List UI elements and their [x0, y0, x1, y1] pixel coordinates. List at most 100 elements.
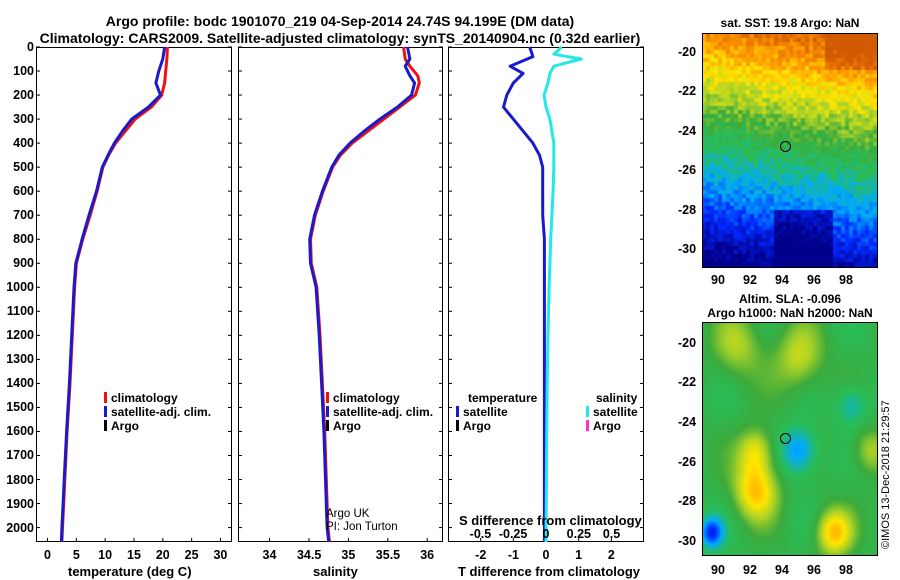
- salinity-legend: climatology satellite-adj. clim. Argo: [326, 391, 433, 433]
- lat-tick-label: -28: [678, 202, 697, 217]
- argo-uk-note: Argo UK: [326, 508, 370, 520]
- series-line-temperature-satellite: [502, 46, 546, 542]
- x2-tick-label: 0.5: [602, 527, 621, 541]
- y-tick-label: 1300: [6, 352, 34, 367]
- legend-title: salinity: [596, 391, 638, 405]
- lat-tick-label: -20: [678, 335, 697, 350]
- salinity-axis-title: salinity: [313, 564, 358, 579]
- lat-tick-label: -24: [678, 123, 697, 138]
- x-tick-label: -2: [475, 548, 487, 562]
- x2-tick-label: -0.25: [498, 527, 528, 541]
- x2-tick-label: -0.5: [469, 527, 492, 541]
- argo-position-marker: [780, 141, 792, 153]
- legend-item-argo: Argo: [326, 419, 433, 433]
- difference-legend-temperature: temperature satellite Argo: [456, 391, 537, 433]
- y-tick-label: 500: [13, 160, 34, 175]
- map-heatmap: [703, 34, 877, 267]
- lat-tick-label: -22: [678, 84, 697, 99]
- pi-note: PI: Jon Turton: [326, 521, 398, 533]
- y-tick-label: 700: [13, 208, 34, 223]
- lon-tick-label: 92: [743, 273, 757, 287]
- legend-swatch: [326, 392, 329, 403]
- y-tick-label: 1500: [6, 400, 34, 415]
- y-tick-label: 1900: [6, 496, 34, 511]
- legend-swatch: [104, 392, 107, 403]
- legend-item-argo: Argo: [586, 419, 638, 433]
- x-tick-label: 15: [127, 548, 141, 562]
- y-tick-label: 900: [13, 256, 34, 271]
- x-tick-label: 34: [262, 548, 277, 562]
- lat-tick-label: -22: [678, 375, 697, 390]
- x2-tick-label: 0.25: [566, 527, 591, 541]
- y-tick-label: 300: [13, 112, 34, 127]
- series-line-satellite-adj-clim-: [308, 46, 417, 543]
- legend-swatch: [326, 406, 329, 417]
- imos-watermark: ©IMOS 13-Dec-2018 21:29:57: [880, 400, 892, 549]
- plot-title-line1: Argo profile: bodc 1901070_219 04-Sep-20…: [105, 13, 575, 29]
- series-line-climatology: [309, 46, 421, 543]
- legend-swatch: [104, 420, 107, 431]
- temperature-legend: climatology satellite-adj. clim. Argo: [104, 391, 211, 433]
- legend-swatch: [456, 420, 459, 431]
- x-tick-label: 20: [155, 548, 170, 562]
- lon-tick-label: 90: [711, 563, 725, 577]
- y-tick-label: 1000: [6, 280, 34, 295]
- x-tick-label: 36: [420, 548, 435, 562]
- y-tick-label: 1700: [6, 448, 34, 463]
- x-tick-label: 25: [184, 548, 199, 562]
- y-tick-label: 100: [13, 64, 34, 79]
- sla-map-title-2: Argo h1000: NaN h2000: NaN: [707, 306, 873, 320]
- series-line-climatology: [60, 46, 169, 543]
- plot-title-line2: Climatology: CARS2009. Satellite-adjuste…: [39, 30, 641, 46]
- y-tick-label: 0: [27, 40, 34, 54]
- legend-item-argo: Argo: [104, 419, 211, 433]
- x-tick-label: 5: [72, 548, 80, 562]
- y-tick-label: 1400: [6, 376, 34, 391]
- y-tick-label: 1200: [6, 328, 34, 343]
- series-line-salinity-satellite: [542, 45, 583, 543]
- x-tick-label: 0: [44, 548, 51, 562]
- legend-item-satellite: satellite-adj. clim.: [104, 405, 211, 419]
- sla-map-title-1: Altim. SLA: -0.096: [738, 292, 842, 306]
- x-tick-label: 10: [98, 548, 113, 562]
- legend-swatch: [586, 406, 589, 417]
- x-tick-label: 2: [607, 548, 615, 562]
- lon-tick-label: 98: [839, 563, 853, 577]
- y-tick-label: 800: [13, 232, 34, 247]
- x-tick-label: 35.5: [375, 548, 401, 562]
- s-difference-axis-title: S difference from climatology: [459, 513, 642, 528]
- lon-tick-label: 94: [775, 273, 789, 287]
- sst-map-title: sat. SST: 19.8 Argo: NaN: [720, 16, 860, 30]
- legend-item-satellite: satellite-adj. clim.: [326, 405, 433, 419]
- lat-tick-label: -26: [678, 163, 697, 178]
- x-tick-label: 35: [341, 548, 356, 562]
- legend-swatch: [326, 420, 329, 431]
- y-tick-label: 2000: [6, 520, 34, 535]
- legend-swatch: [586, 420, 589, 431]
- lat-tick-label: -26: [678, 454, 697, 469]
- lat-tick-label: -28: [678, 494, 697, 509]
- legend-swatch: [104, 406, 107, 417]
- x-tick-label: 1: [575, 548, 583, 562]
- x-tick-label: 34.5: [296, 548, 322, 562]
- legend-item-satellite: satellite: [456, 405, 537, 419]
- lat-tick-label: -20: [678, 44, 697, 59]
- y-tick-label: 200: [13, 88, 34, 103]
- legend-title: temperature: [468, 391, 538, 405]
- x2-tick-label: 0: [542, 527, 550, 541]
- x-tick-label: -1: [507, 548, 519, 562]
- y-tick-label: 1100: [6, 304, 34, 319]
- y-tick-label: 1600: [6, 424, 34, 439]
- sla-map: [702, 322, 878, 556]
- y-tick-label: 400: [13, 136, 34, 151]
- series-line-satellite-adj-clim-: [59, 46, 167, 543]
- argo-position-marker: [780, 432, 792, 444]
- legend-swatch: [456, 406, 459, 417]
- lon-tick-label: 96: [807, 273, 821, 287]
- legend-item-climatology: climatology: [326, 391, 433, 405]
- lat-tick-label: -30: [678, 242, 697, 257]
- t-difference-axis-title: T difference from climatology: [458, 564, 641, 579]
- lat-tick-label: -24: [678, 415, 697, 430]
- legend-item-argo: Argo: [456, 419, 537, 433]
